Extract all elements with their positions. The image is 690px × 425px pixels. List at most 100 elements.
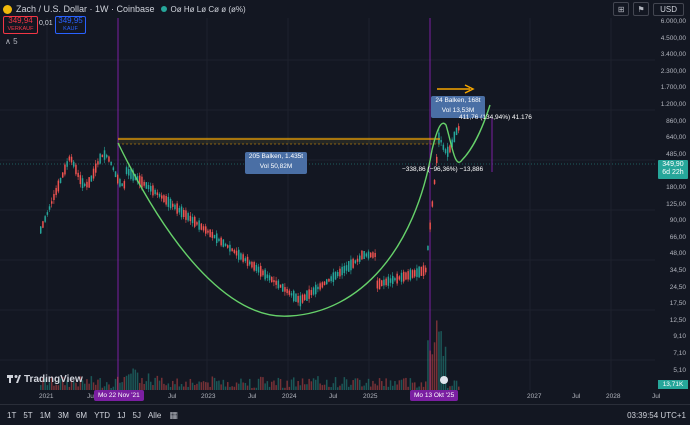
candle-body bbox=[79, 175, 82, 185]
volume-bar bbox=[152, 385, 154, 390]
candle-body bbox=[332, 272, 335, 282]
volume-bar bbox=[337, 387, 339, 390]
volume-bar bbox=[216, 381, 218, 390]
volume-bar bbox=[227, 382, 229, 390]
timeframe-1m[interactable]: 1M bbox=[39, 410, 51, 420]
timeframe-ytd[interactable]: YTD bbox=[94, 410, 111, 420]
volume-bar bbox=[53, 385, 55, 390]
volume-bar bbox=[301, 378, 304, 390]
date-tag-right: Mo 13 Okt '25 bbox=[410, 390, 459, 401]
volume-bar bbox=[279, 379, 282, 390]
bottom-toolbar: 1T 5T 1M 3M 6M YTD 1J 5J Alle ▦ 03:39:54 UTC+1 bbox=[0, 404, 690, 425]
volume-bar bbox=[114, 378, 117, 390]
volume-bar bbox=[447, 387, 449, 390]
candle-body bbox=[363, 250, 365, 260]
volume-bar bbox=[323, 384, 326, 390]
volume-bar bbox=[398, 380, 401, 390]
measure-box-2[interactable]: 24 Balken, 168t Vol 13,53M bbox=[431, 96, 485, 118]
candle-body bbox=[409, 269, 412, 280]
candle-body bbox=[202, 226, 205, 231]
volume-bar bbox=[242, 382, 244, 390]
timeframe-1j[interactable]: 1J bbox=[117, 410, 126, 420]
timeframe-1t[interactable]: 1T bbox=[7, 410, 17, 420]
measure-range-1[interactable] bbox=[118, 137, 438, 144]
candle-body bbox=[253, 262, 255, 271]
volume-bar bbox=[407, 386, 409, 390]
candle-body bbox=[330, 276, 332, 282]
price-axis-label: 640,00 bbox=[666, 134, 686, 142]
volume-bar bbox=[330, 387, 332, 390]
volume-bar bbox=[165, 385, 167, 390]
candle-body bbox=[174, 204, 176, 210]
cup-curve[interactable] bbox=[117, 142, 433, 317]
candle-body bbox=[436, 156, 438, 164]
candle-body bbox=[191, 217, 194, 224]
buy-button[interactable]: 349,95 KAUF bbox=[55, 16, 86, 34]
measure-1-vol: Vol 50,82M bbox=[259, 163, 293, 170]
candle-body bbox=[381, 280, 383, 287]
currency-select[interactable]: USD bbox=[653, 2, 684, 16]
volume-bar bbox=[136, 372, 139, 390]
event-marker-icon[interactable] bbox=[440, 376, 448, 384]
volume-bar bbox=[370, 386, 372, 390]
tradingview-brand: TradingView bbox=[24, 374, 83, 385]
volume-bar bbox=[422, 386, 425, 390]
candle-body bbox=[106, 154, 108, 158]
volume-bar bbox=[444, 346, 447, 390]
volume-bar bbox=[385, 378, 387, 390]
candle-body bbox=[422, 265, 425, 276]
time-axis-label: 2021 bbox=[39, 393, 54, 400]
candle-body bbox=[227, 245, 229, 248]
flag-icon[interactable]: ⚑ bbox=[633, 2, 650, 16]
volume-bar bbox=[48, 382, 51, 390]
calendar-range-icon[interactable]: ▦ bbox=[169, 409, 178, 420]
timeframe-5j[interactable]: 5J bbox=[132, 410, 141, 420]
candle-body bbox=[46, 212, 49, 215]
volume-bar bbox=[277, 377, 280, 390]
volume-bar bbox=[121, 382, 123, 390]
volume-bar bbox=[438, 331, 440, 390]
volume-bar bbox=[306, 384, 308, 390]
candle-body bbox=[431, 201, 434, 207]
volume-bar bbox=[246, 385, 249, 390]
candle-body bbox=[244, 258, 247, 262]
volume-bar bbox=[132, 368, 134, 390]
candle-body bbox=[205, 226, 207, 234]
volume-bar bbox=[123, 376, 126, 390]
volume-bar bbox=[339, 385, 341, 390]
timeframe-5t[interactable]: 5T bbox=[23, 410, 33, 420]
clock[interactable]: 03:39:54 UTC+1 bbox=[627, 410, 686, 420]
symbol-title[interactable]: Zach / U.S. Dollar · 1W · Coinbase bbox=[16, 4, 155, 14]
price-axis-label: 485,00 bbox=[666, 150, 686, 158]
volume-bar bbox=[418, 386, 420, 390]
time-axis-label: Jul bbox=[168, 393, 177, 400]
timeframe-alle[interactable]: Alle bbox=[147, 410, 162, 420]
time-axis-label: Jul bbox=[87, 393, 96, 400]
timeframe-3m[interactable]: 3M bbox=[57, 410, 69, 420]
sell-label: VERKAUF bbox=[7, 26, 34, 32]
candle-body bbox=[348, 260, 350, 272]
volume-bar bbox=[143, 383, 145, 390]
candle-body bbox=[279, 284, 282, 288]
measure-box-1[interactable]: 205 Balken, 1.435t Vol 50,82M bbox=[245, 152, 307, 174]
candle-body bbox=[284, 287, 286, 292]
candle-body bbox=[396, 273, 398, 284]
calculator-icon[interactable]: ⊞ bbox=[613, 2, 630, 16]
handle-curve[interactable] bbox=[431, 104, 491, 163]
ohlc-values: Oø Hø Lø Cø ø (ø%) bbox=[170, 4, 246, 14]
candle-body bbox=[319, 283, 321, 290]
time-axis-label: 2025 bbox=[363, 393, 378, 400]
candle-body bbox=[275, 280, 277, 285]
candle-body bbox=[403, 271, 405, 282]
measure-1-bars: 205 Balken, 1.435t bbox=[248, 153, 304, 160]
volume-bar bbox=[420, 382, 423, 390]
buy-price: 349,95 bbox=[58, 16, 83, 25]
candle-body bbox=[376, 280, 379, 289]
timeframe-6m[interactable]: 6M bbox=[75, 410, 88, 420]
candle-body bbox=[392, 275, 394, 284]
volume-bar bbox=[363, 385, 365, 390]
candle-body bbox=[290, 293, 293, 296]
indicators-collapse-button[interactable]: ∧ 5 bbox=[5, 37, 18, 46]
sell-button[interactable]: 349,94 VERKAUF bbox=[3, 16, 38, 34]
